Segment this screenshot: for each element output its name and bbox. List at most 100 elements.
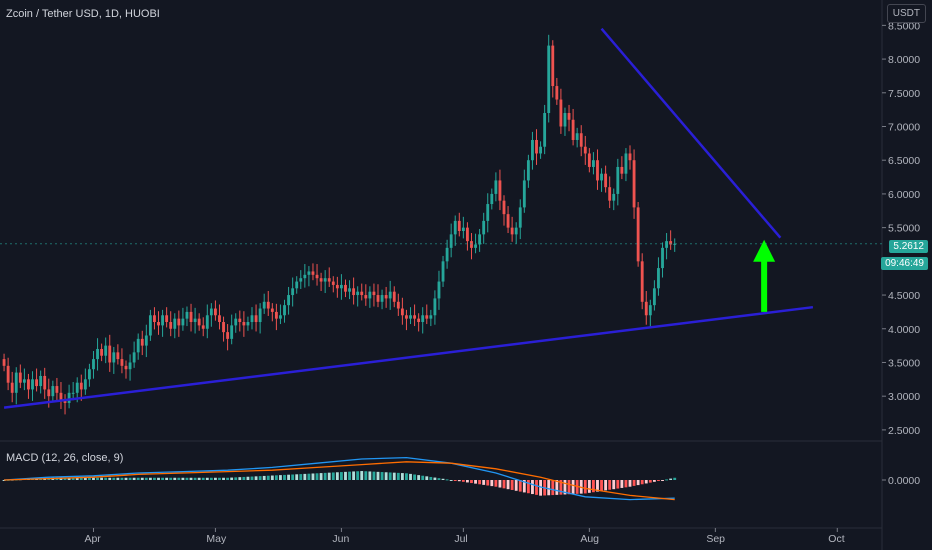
macd-histogram-bar [482,480,486,485]
candle-body [136,338,140,353]
macd-histogram-bar [608,480,612,490]
candle-body [205,315,209,329]
macd-histogram-bar [388,472,392,480]
macd-histogram-bar [571,480,575,495]
candle-body [209,308,213,316]
candle-body [596,160,599,181]
macd-histogram-bar [327,472,331,480]
macd-histogram-bar [303,473,307,480]
candle-body [181,318,185,326]
macd-histogram-bar [449,480,453,481]
candle-body [287,295,291,306]
macd-histogram-bar [409,473,412,480]
candle-body [230,325,234,339]
macd-histogram-bar [652,480,656,482]
candle-body [474,244,477,248]
macd-histogram-bar [169,477,173,480]
candle-body [535,139,538,154]
macd-histogram-bar [161,477,165,480]
candle-body [591,160,595,167]
macd-histogram-bar [59,477,63,480]
candle-body [604,173,608,188]
candle-body [335,284,339,289]
candle-body [522,180,526,208]
candle-body [413,315,417,319]
candle-body [238,318,242,323]
candle-body [356,291,360,296]
macd-histogram-bar [71,477,75,480]
candle-body [644,301,648,316]
macd-histogram-bar [567,480,571,495]
macd-histogram-bar [213,477,217,480]
macd-histogram-bar [587,480,591,493]
candle-body [587,153,591,167]
candle-body [579,133,583,147]
candle-body [531,139,534,161]
macd-histogram-bar [291,474,295,480]
macd-histogram-bar [124,477,128,480]
macd-histogram-bar [673,477,677,480]
macd-histogram-bar [470,480,473,484]
macd-histogram-bar [222,477,225,480]
candle-body [112,352,116,363]
macd-histogram-bar [185,477,189,480]
macd-histogram-bar [177,477,181,480]
candle-body [494,180,498,194]
candle-body [360,291,364,296]
macd-histogram-bar [344,471,347,480]
candle-body [47,389,51,397]
macd-histogram-bar [425,476,429,480]
candle-body [331,281,335,285]
candle-body [96,348,99,360]
candle-body [632,160,636,208]
macd-histogram-bar [335,472,339,480]
macd-histogram-bar [246,476,250,480]
candle-body [161,315,165,326]
y-tick-label: 6.5000 [888,155,920,167]
candle-body [83,379,87,390]
y-tick-label: 3.5000 [888,357,920,369]
macd-histogram-bar [157,477,160,480]
candle-body [165,315,169,323]
macd-histogram-bar [380,472,384,480]
macd-histogram-bar [209,477,213,480]
signal-line [4,461,675,501]
candle-body [104,345,108,356]
x-tick-label: Aug [580,533,599,545]
macd-histogram-bar [193,477,197,480]
candle-body [148,315,152,336]
macd-histogram-bar [112,477,116,480]
macd-histogram-bar [396,472,400,480]
macd-histogram-bar [616,480,620,489]
candle-body [526,160,530,181]
macd-histogram-bar [596,480,599,492]
candle-body [437,281,441,299]
candle-body [429,315,433,319]
macd-histogram-bar [75,477,79,480]
currency-button[interactable]: USDT [886,4,926,23]
macd-histogram-bar [250,476,254,480]
macd-histogram-bar [535,480,538,495]
macd-histogram-bar [234,477,238,480]
y-tick-label: 7.0000 [888,122,920,134]
macd-histogram-bar [600,480,603,491]
candle-body [405,315,408,319]
y-tick-label: 6.0000 [888,189,920,201]
candle-body [348,288,351,292]
macd-histogram-bar [421,475,425,480]
candle-body [6,365,10,383]
candle-body [222,322,225,333]
macd-histogram-bar [665,479,669,481]
countdown-tag: 09:46:49 [881,257,928,270]
macd-histogram-bar [372,471,376,480]
candle-body [169,322,173,329]
candle-body [612,193,616,201]
macd-indicator-title[interactable]: MACD (12, 26, close, 9) [6,452,124,464]
y-tick-label: 2.5000 [888,425,920,437]
candle-body [59,392,63,400]
candle-body [254,315,258,323]
candle-body [153,315,156,323]
macd-histogram-bar [63,477,67,480]
